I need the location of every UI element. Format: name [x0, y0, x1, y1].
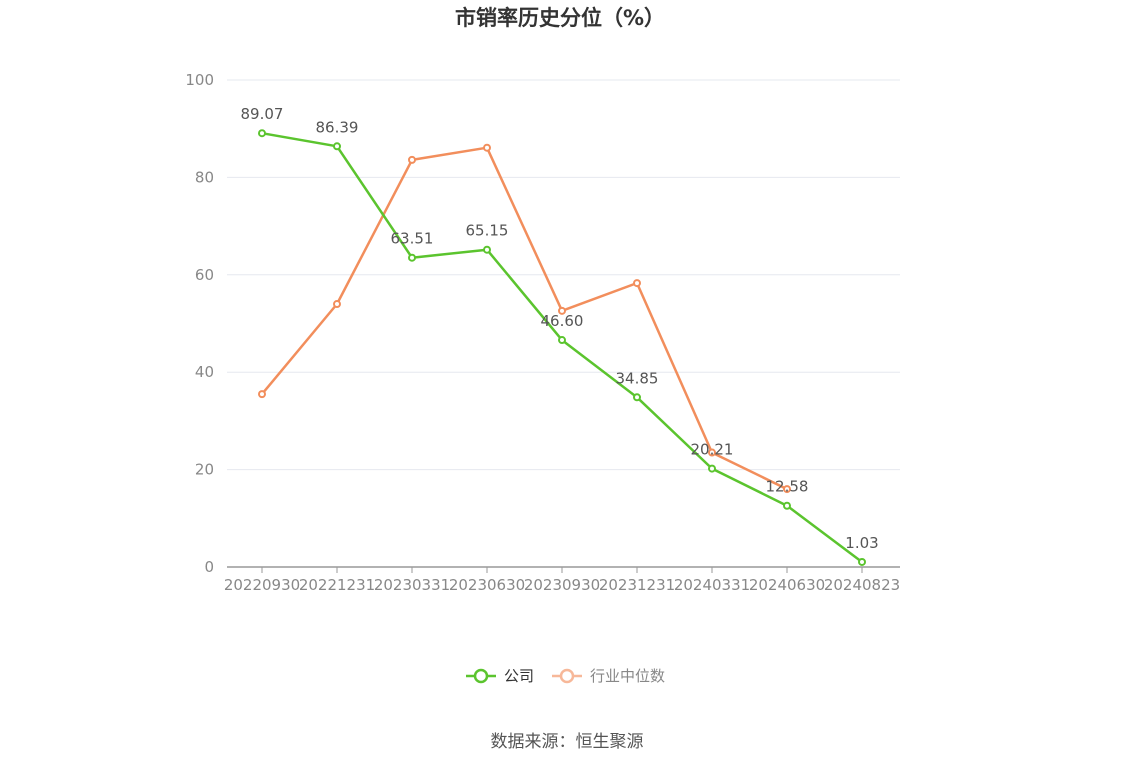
- data-point: [858, 557, 866, 566]
- source-note: 数据来源：恒生聚源: [491, 732, 644, 752]
- data-point: [258, 129, 266, 138]
- data-label: 89.07: [241, 105, 284, 123]
- x-tick-label: 20230630: [449, 576, 525, 594]
- y-tick-label: 60: [195, 266, 214, 284]
- data-label: 46.60: [541, 312, 584, 330]
- data-point: [558, 306, 566, 315]
- series-line: [261, 146, 788, 491]
- data-point: [633, 279, 641, 288]
- data-point: [483, 143, 491, 152]
- y-tick-label: 80: [195, 168, 214, 186]
- x-tick-label: 20231231: [599, 576, 675, 594]
- data-point: [333, 300, 341, 309]
- x-tick-label: 20230930: [524, 576, 600, 594]
- data-labels: 89.07 86.39 63.51 65.15 46.60 34.85 20.21 12.58…: [241, 105, 879, 552]
- data-point: [333, 142, 341, 151]
- x-tick-label: 20240630: [749, 576, 825, 594]
- data-point: [258, 390, 266, 399]
- data-point: [708, 464, 716, 473]
- data-label: 34.85: [616, 369, 659, 387]
- legend-marker-icon: [473, 668, 489, 684]
- y-tick-label: 20: [195, 461, 214, 479]
- data-point: [408, 155, 416, 164]
- legend-label: 公司: [504, 667, 534, 685]
- legend-marker-icon: [559, 668, 575, 684]
- data-point: [558, 336, 566, 345]
- x-tick-label: 20221231: [299, 576, 375, 594]
- y-tick-label: 40: [195, 363, 214, 381]
- chart-title: 市销率历史分位（%）: [455, 6, 665, 30]
- x-tick-label: 20220930: [224, 576, 300, 594]
- x-tick-label: 20240823: [824, 576, 900, 594]
- data-point: [783, 501, 791, 510]
- data-label: 86.39: [316, 118, 359, 136]
- x-tick-label: 20230331: [374, 576, 450, 594]
- data-label: 12.58: [766, 478, 809, 496]
- data-point: [633, 393, 641, 402]
- data-label: 1.03: [845, 534, 878, 552]
- data-label: 63.51: [391, 230, 434, 248]
- grid: [227, 79, 900, 471]
- y-tick-label: 0: [204, 558, 214, 576]
- x-tick-label: 20240331: [674, 576, 750, 594]
- data-point: [483, 245, 491, 254]
- y-tick-label: 100: [185, 71, 214, 89]
- data-label: 20.21: [691, 441, 734, 459]
- data-point: [708, 448, 716, 457]
- data-label: 65.15: [466, 222, 509, 240]
- series-line: [261, 131, 863, 563]
- axes: 0204060801002022093020221231202303312023…: [185, 71, 900, 594]
- data-point: [408, 253, 416, 262]
- legend: 公司 行业中位数: [466, 667, 665, 685]
- series: [258, 129, 866, 566]
- data-point: [783, 485, 791, 494]
- legend-label: 行业中位数: [590, 667, 665, 685]
